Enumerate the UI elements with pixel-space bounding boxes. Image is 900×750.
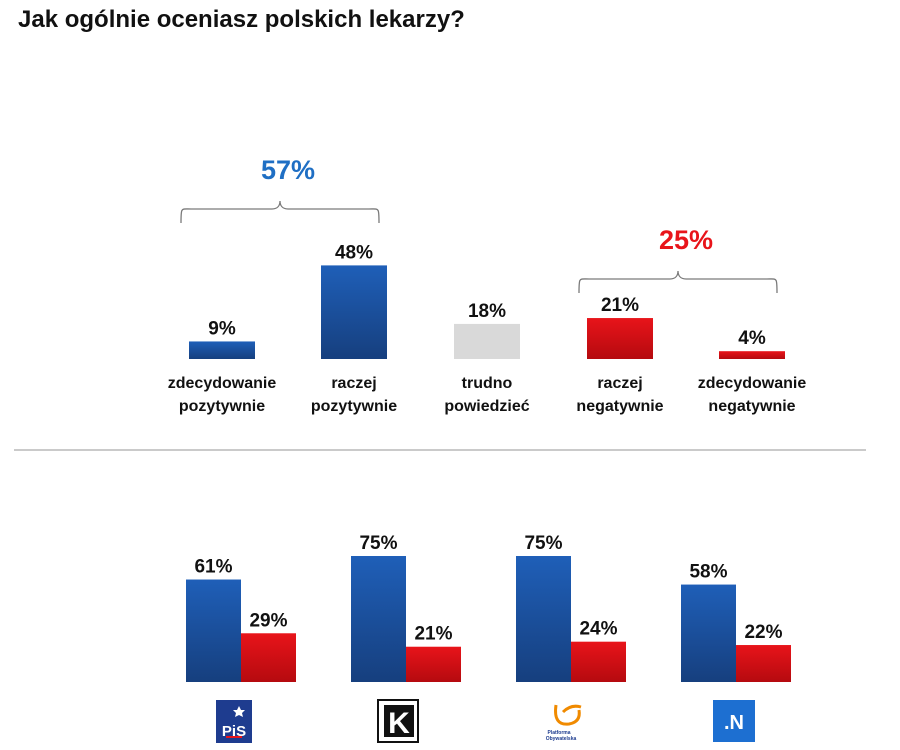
- negative-group-brace: [578, 270, 778, 294]
- pis-logo: PiS: [216, 700, 252, 743]
- party-bar-negative: [241, 633, 296, 682]
- category-label-line2: pozytywnie: [179, 398, 265, 415]
- bar-value-label: 4%: [738, 328, 766, 349]
- party-bar-value-label: 61%: [194, 557, 232, 578]
- bar-value-label: 9%: [208, 318, 236, 339]
- category-label-line1: zdecydowanie: [698, 375, 807, 392]
- party-bar-positive: [681, 584, 736, 682]
- bar-2: [321, 265, 387, 359]
- category-label-line2: powiedzieć: [444, 398, 529, 415]
- negative-group-total: 25%: [659, 225, 713, 255]
- party-bar-value-label: 75%: [359, 533, 397, 554]
- category-label-line2: negatywnie: [708, 398, 795, 415]
- kukiz-logo: K: [377, 699, 419, 743]
- party-bar-value-label: 21%: [414, 624, 452, 645]
- svg-text:K: K: [388, 707, 410, 740]
- page-title: Jak ogólnie oceniasz polskich lekarzy?: [18, 6, 465, 33]
- svg-text:Obywatelska: Obywatelska: [546, 736, 577, 742]
- party-bar-negative: [406, 646, 461, 682]
- svg-text:PiS: PiS: [222, 723, 246, 740]
- category-label-line1: zdecydowanie: [168, 375, 277, 392]
- bar-value-label: 18%: [468, 301, 506, 322]
- positive-group-total: 57%: [261, 155, 315, 185]
- bar-5: [719, 351, 785, 359]
- party-bar-negative: [736, 645, 791, 682]
- bar-3: [454, 323, 520, 359]
- party-bar-value-label: 58%: [689, 562, 727, 583]
- svg-text:.N: .N: [724, 712, 744, 734]
- category-label-line1: raczej: [597, 375, 642, 392]
- party-bar-value-label: 75%: [524, 533, 562, 554]
- party-bar-positive: [516, 556, 571, 682]
- party-rating-chart: 61% 29% 75% 21% 75% 24% 58% 22%: [186, 533, 791, 682]
- nowoczesna-logo: .N: [713, 700, 755, 742]
- positive-group-brace: [180, 200, 380, 224]
- overall-rating-chart: 9% zdecydowanie pozytywnie 48% raczej pozytyw…: [168, 155, 807, 415]
- bar-4: [587, 318, 653, 359]
- bar-value-label: 21%: [601, 295, 639, 316]
- category-label-line1: raczej: [331, 375, 376, 392]
- bar-1: [189, 341, 255, 359]
- party-bar-value-label: 29%: [249, 610, 287, 631]
- party-bar-positive: [351, 556, 406, 682]
- party-bar-positive: [186, 579, 241, 682]
- party-bar-value-label: 24%: [579, 619, 617, 640]
- party-bar-value-label: 22%: [744, 622, 782, 643]
- category-label-line2: negatywnie: [576, 398, 663, 415]
- bar-value-label: 48%: [335, 242, 373, 263]
- svg-text:Platforma: Platforma: [547, 730, 570, 736]
- category-label-line1: trudno: [462, 375, 513, 392]
- party-bar-negative: [571, 641, 626, 682]
- category-label-line2: pozytywnie: [311, 398, 397, 415]
